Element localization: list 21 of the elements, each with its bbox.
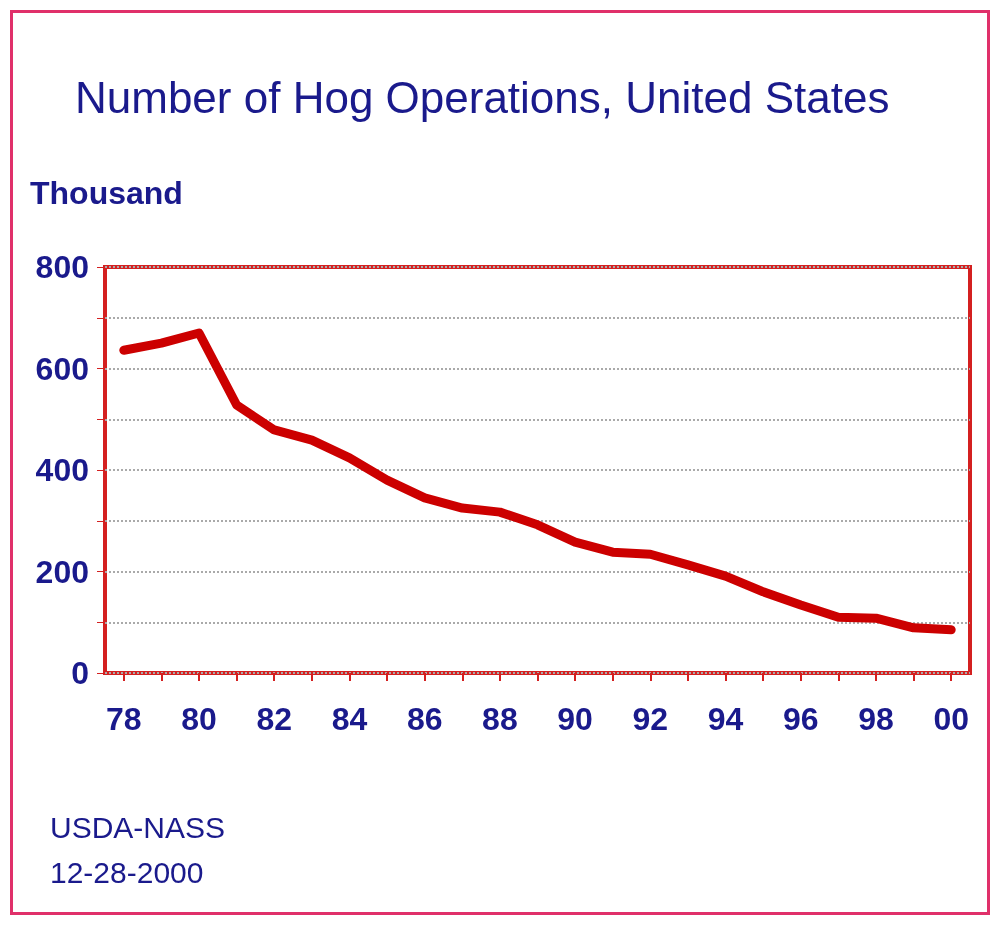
- x-tick-label: 00: [933, 701, 969, 737]
- y-axis-title: Thousand: [30, 175, 183, 211]
- x-tick-label: 84: [331, 701, 368, 737]
- x-tick-label: 78: [106, 701, 142, 737]
- y-tick-label: 800: [35, 249, 89, 285]
- x-tick-label: 98: [858, 701, 894, 737]
- y-tick-label: 0: [71, 655, 89, 691]
- x-tick-label: 88: [482, 701, 518, 737]
- x-tick-label: 86: [406, 701, 443, 737]
- y-tick-label: 600: [35, 350, 89, 387]
- chart-title: Number of Hog Operations, United States: [75, 72, 890, 122]
- text: USDA-NASS: [50, 810, 226, 844]
- x-tick-label: 82: [256, 701, 293, 737]
- x-tick-label: 90: [557, 701, 593, 737]
- x-tick-label: 92: [632, 701, 669, 737]
- y-tick-label: 400: [35, 452, 89, 488]
- y-tick-label: 200: [35, 553, 89, 590]
- text: 12-28-2000: [50, 855, 204, 889]
- x-tick-label: 80: [181, 701, 217, 737]
- x-tick-label: 96: [782, 701, 819, 737]
- x-tick-label: 94: [707, 701, 744, 737]
